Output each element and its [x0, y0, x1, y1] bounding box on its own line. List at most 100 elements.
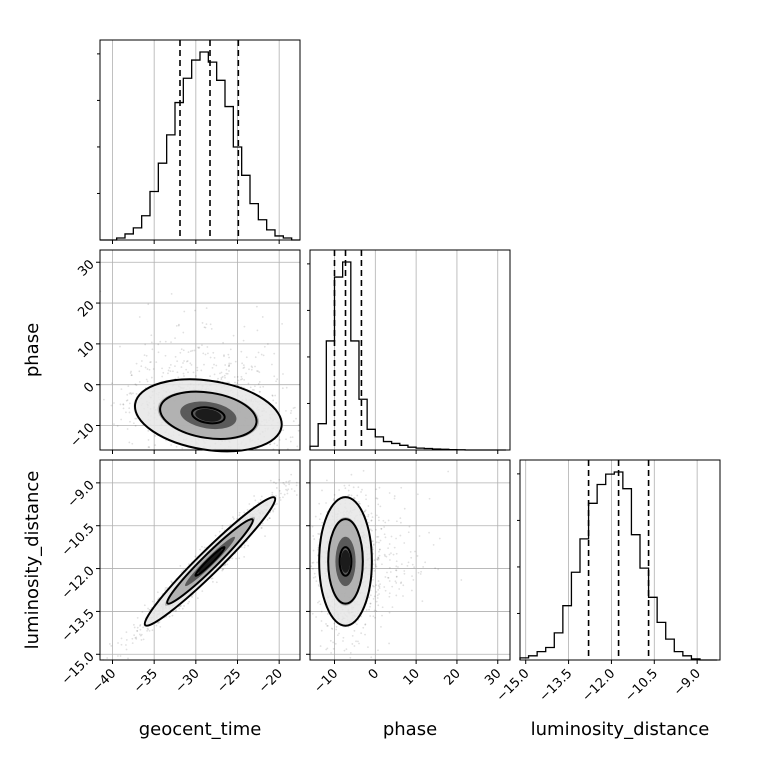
scatter-point [206, 346, 209, 348]
scatter-point [271, 394, 274, 397]
scatter-point [164, 589, 166, 591]
panel-frame [519, 459, 721, 661]
scatter-point [347, 489, 350, 492]
scatter-point [353, 496, 355, 499]
scatter-point [279, 499, 282, 501]
scatter-point [238, 514, 241, 517]
scatter-point [236, 375, 239, 378]
scatter-point [332, 641, 335, 644]
scatter-point [295, 494, 298, 496]
x-tick-label: −13.5 [537, 666, 576, 705]
contour-line [190, 406, 226, 425]
scatter-point [201, 322, 204, 324]
scatter-point [131, 442, 134, 445]
density-cell [198, 549, 222, 573]
scatter-point [411, 575, 413, 578]
scatter-point [174, 337, 176, 340]
scatter-point [395, 575, 398, 578]
scatter-point [120, 637, 123, 640]
y-axis-label: phase [22, 323, 43, 377]
scatter-point [125, 399, 128, 402]
scatter-point [289, 440, 292, 443]
scatter-point [143, 354, 146, 357]
scatter-point [370, 656, 373, 659]
scatter-point [395, 552, 398, 555]
scatter-point [236, 518, 238, 520]
scatter-point [393, 546, 396, 549]
scatter-point [375, 565, 378, 568]
scatter-point [181, 447, 184, 450]
scatter-point [224, 564, 227, 567]
scatter-point [120, 643, 123, 646]
scatter-point [282, 481, 285, 484]
scatter-point [249, 386, 252, 389]
scatter-point [369, 594, 372, 597]
scatter-point [393, 495, 396, 497]
scatter-point [377, 503, 380, 506]
scatter-point [365, 498, 367, 501]
scatter-point [386, 571, 388, 574]
scatter-point [127, 657, 129, 660]
scatter-point [289, 412, 292, 414]
histogram-luminosity_distance [519, 471, 718, 661]
scatter-point [287, 480, 290, 483]
scatter-point [272, 509, 274, 512]
scatter-point [175, 445, 178, 448]
panel-frame [309, 249, 511, 451]
scatter-point [345, 648, 348, 651]
scatter-point [273, 442, 276, 445]
scatter-point [417, 571, 420, 574]
scatter-point [369, 602, 372, 605]
scatter-point [238, 511, 241, 514]
scatter-point [228, 381, 230, 384]
x-tick-label: 0 [366, 666, 382, 682]
scatter-point [318, 518, 321, 521]
scatter-point [227, 365, 230, 368]
scatter-point [399, 534, 402, 537]
scatter-point [383, 586, 386, 588]
scatter-point [380, 527, 383, 530]
scatter-point [367, 646, 369, 649]
scatter-point [372, 585, 375, 588]
scatter-point [261, 522, 264, 525]
scatter-point [378, 548, 381, 551]
scatter-point [213, 356, 216, 359]
scatter-point [232, 334, 235, 337]
scatter-point [223, 374, 226, 377]
scatter-point [389, 559, 391, 561]
scatter-point [220, 378, 223, 381]
scatter-point [372, 584, 374, 587]
scatter-point [375, 514, 378, 517]
scatter-point [395, 582, 398, 584]
scatter-point [194, 375, 197, 377]
scatter-point [204, 326, 207, 329]
scatter-point [373, 609, 376, 612]
scatter-point [179, 605, 182, 607]
scatter-point [320, 629, 323, 632]
scatter-point [318, 502, 321, 505]
scatter-point [136, 616, 139, 619]
scatter-point [122, 403, 125, 406]
scatter-point [384, 555, 386, 557]
scatter-point [276, 502, 278, 505]
scatter-point [317, 532, 320, 535]
scatter-point [360, 491, 362, 493]
scatter-point [247, 544, 250, 547]
scatter-point [369, 615, 372, 617]
scatter-point [377, 580, 380, 582]
scatter-point [147, 303, 150, 306]
scatter-point [110, 645, 113, 647]
scatter-point [371, 529, 373, 532]
scatter-point [134, 417, 137, 420]
scatter-point [146, 627, 149, 630]
scatter-point [217, 377, 219, 380]
scatter-point [428, 531, 430, 534]
scatter-point [410, 556, 413, 559]
scatter-point [140, 360, 143, 362]
scatter-point [410, 589, 413, 592]
scatter-point [424, 561, 427, 564]
scatter-point [408, 525, 411, 528]
scatter-point [254, 365, 256, 368]
scatter-point [145, 378, 148, 381]
scatter-point [291, 436, 294, 439]
